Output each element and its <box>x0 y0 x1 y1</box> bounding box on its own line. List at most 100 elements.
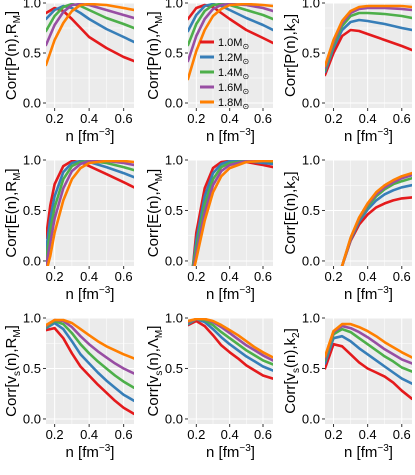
legend-label-sub: ⊙ <box>242 87 249 96</box>
series-line-1-6 <box>188 3 273 63</box>
y-tick-label: 0.0 <box>302 96 320 111</box>
legend-label-1-0: 1.0M⊙ <box>218 37 249 51</box>
x-axis-label-close: ] <box>251 286 255 303</box>
x-axis-label-sup: −3 <box>239 443 251 454</box>
series-line-1-2 <box>325 18 412 74</box>
legend-label-text: 1.8M <box>218 97 242 109</box>
y-tick-label: 0.5 <box>302 203 320 218</box>
y-axis-label-sub: s <box>12 371 23 376</box>
y-axis-label-sub: 2 <box>291 175 302 181</box>
series-line-1-8 <box>325 322 412 359</box>
panel-9: 0.00.51.00.2 0.4 0.6n [fm−3]Corr[vs(n),k2] <box>282 311 412 461</box>
y-tick-label: 0.0 <box>23 411 41 426</box>
y-axis-label-close: (n),k <box>282 337 299 368</box>
x-tick-label: 0.4 <box>80 427 98 442</box>
x-axis-label-close: ] <box>110 286 114 303</box>
y-tick-label: 0.0 <box>302 253 320 268</box>
series-line-1-0 <box>325 28 412 77</box>
y-axis-label-close2: ] <box>3 325 20 329</box>
y-tick-label: 1.0 <box>165 311 183 326</box>
y-tick-label: 1.0 <box>302 153 320 168</box>
x-tick-label: 0.2 <box>46 111 64 126</box>
x-tick-label: 0.2 <box>187 111 205 126</box>
x-tick-label: 0.2 <box>324 269 342 284</box>
x-axis-label: n [fm−3] <box>66 127 115 145</box>
x-axis-label-sup: −3 <box>99 127 111 138</box>
y-axis-label-close: ] <box>145 11 162 15</box>
y-axis-label-close: ] <box>3 168 20 172</box>
x-tick-label: 0.6 <box>115 269 133 284</box>
x-axis-label: n [fm−3] <box>206 127 255 145</box>
series-line-1-2 <box>325 334 412 385</box>
y-tick-label: 0.5 <box>302 46 320 61</box>
y-tick-label: 0.5 <box>302 361 320 376</box>
y-axis-label-sub: s <box>291 368 302 373</box>
x-axis-label-close: ] <box>251 444 255 461</box>
x-tick-label: 0.4 <box>359 111 377 126</box>
series-line-1-0 <box>188 319 273 380</box>
x-axis-label-sup: −3 <box>377 443 389 454</box>
x-tick-label: 0.4 <box>80 269 98 284</box>
x-axis-label: n [fm−3] <box>344 443 393 461</box>
y-axis-label: Corr[P(n),RM] <box>3 11 23 100</box>
series-line-1-0 <box>191 160 273 266</box>
panel-7: 0.00.51.00.2 0.4 0.6n [fm−3]Corr[vs(n),RM] <box>3 311 134 461</box>
y-axis-label: Corr[P(n),k2] <box>282 14 302 97</box>
y-axis-label-close2: ] <box>145 326 162 330</box>
x-axis-label-close: ] <box>389 444 393 461</box>
y-axis-label-sub2: 2 <box>291 332 302 338</box>
y-tick-label: 0.5 <box>23 203 41 218</box>
series-line-1-8 <box>188 3 273 81</box>
y-axis-label-sub: M <box>154 15 165 23</box>
panel-background <box>325 3 412 108</box>
x-tick-label: 0.4 <box>221 269 239 284</box>
y-tick-label: 1.0 <box>165 153 183 168</box>
x-tick-label: 0.6 <box>393 111 411 126</box>
x-axis-label-text: n [fm <box>206 444 239 461</box>
y-tick-label: 0.5 <box>165 203 183 218</box>
y-axis-label-sub2: M <box>12 329 23 337</box>
x-axis-label-sup: −3 <box>99 443 111 454</box>
x-axis-label-text: n [fm <box>66 128 99 145</box>
y-tick-label: 0.5 <box>23 361 41 376</box>
legend-label-1-6: 1.6M⊙ <box>218 82 249 96</box>
x-axis-label-sup: −3 <box>239 285 251 296</box>
panel-background <box>188 318 273 424</box>
x-axis-label-text: n [fm <box>66 444 99 461</box>
panel-1: 0.00.51.00.2 0.4 0.6n [fm−3]Corr[P(n),RM] <box>3 0 134 145</box>
y-tick-label: 1.0 <box>23 153 41 168</box>
x-axis-label: n [fm−3] <box>344 285 393 303</box>
y-axis-label: Corr[E(n),ΛM] <box>145 169 165 257</box>
x-tick-label: 0.2 <box>187 269 205 284</box>
x-axis-label-sup: −3 <box>377 285 389 296</box>
series-line-1-2 <box>46 321 134 403</box>
y-axis-label-text: Corr[E(n),Λ <box>145 181 162 257</box>
x-axis-label: n [fm−3] <box>66 285 115 303</box>
series-line-1-8 <box>193 160 273 266</box>
series-line-1-4 <box>46 160 134 263</box>
series-line-1-4 <box>46 319 134 389</box>
x-tick-label: 0.6 <box>254 269 272 284</box>
x-axis-label-sup: −3 <box>99 285 111 296</box>
series-line-1-0 <box>188 3 273 45</box>
y-tick-label: 0.5 <box>165 361 183 376</box>
y-axis-label-close2: ] <box>282 328 299 332</box>
y-axis-label: Corr[E(n),RM] <box>3 168 23 257</box>
panel-background <box>325 318 412 424</box>
legend-label-sub: ⊙ <box>242 72 249 81</box>
legend-label-1-8: 1.8M⊙ <box>218 97 249 111</box>
y-axis-label-text: Corr[P(n),Λ <box>145 24 162 100</box>
y-axis-label: Corr[P(n),ΛM] <box>145 11 165 99</box>
series-line-1-0 <box>325 342 412 401</box>
y-tick-label: 0.5 <box>165 46 183 61</box>
y-axis-label-sub: s <box>154 371 165 376</box>
x-tick-label: 0.6 <box>115 427 133 442</box>
y-tick-label: 0.0 <box>302 411 320 426</box>
x-tick-label: 0.4 <box>221 111 239 126</box>
y-axis-label-text: Corr[v <box>145 375 162 416</box>
x-tick-label: 0.4 <box>80 111 98 126</box>
x-axis-label-close: ] <box>389 286 393 303</box>
series-line-1-8 <box>46 160 134 266</box>
y-axis-label-text: Corr[E(n),R <box>3 181 20 258</box>
